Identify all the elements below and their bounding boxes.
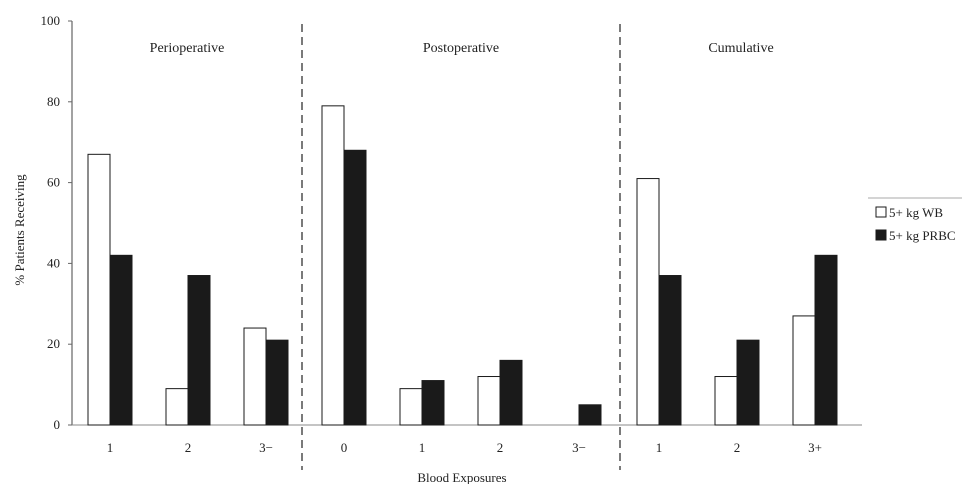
panel-separators <box>301 24 621 470</box>
y-tick-label: 80 <box>47 94 60 109</box>
x-category-label: 3− <box>572 440 586 455</box>
bar-wb <box>399 388 423 426</box>
bar-wb <box>165 388 189 426</box>
legend-label: 5+ kg WB <box>889 205 943 220</box>
bar-wb <box>792 315 816 426</box>
bar-prbc <box>736 339 760 426</box>
bar-wb <box>243 327 267 426</box>
bar-prbc <box>421 380 445 426</box>
x-category-label: 1 <box>656 440 663 455</box>
x-category-label: 2 <box>497 440 504 455</box>
x-category-label: 1 <box>107 440 114 455</box>
bar-prbc <box>814 254 838 426</box>
x-category-label: 2 <box>734 440 741 455</box>
bar-wb <box>321 105 345 426</box>
y-tick-label: 20 <box>47 336 60 351</box>
bar-prbc <box>265 339 289 426</box>
bar-prbc <box>658 275 682 426</box>
y-axis-label: % Patients Receiving <box>12 174 27 286</box>
panel-title: Cumulative <box>708 41 773 56</box>
bars <box>87 105 838 426</box>
x-category-label: 1 <box>419 440 426 455</box>
x-categories: 1 2 3− 0 1 2 3− 1 2 3+ <box>107 440 822 455</box>
bar-prbc <box>109 254 133 426</box>
y-tick-label: 0 <box>54 417 61 432</box>
x-category-label: 2 <box>185 440 192 455</box>
bar-prbc <box>343 149 367 426</box>
legend-swatch <box>875 206 887 218</box>
bar-wb <box>477 376 501 426</box>
x-category-label: 3+ <box>808 440 822 455</box>
x-axis-label: Blood Exposures <box>417 470 506 484</box>
bar-wb <box>714 376 738 426</box>
y-tick-label: 100 <box>41 13 61 28</box>
bar-prbc <box>499 359 523 426</box>
legend-label: 5+ kg PRBC <box>889 228 956 243</box>
bar-wb <box>87 153 111 426</box>
x-category-label: 3− <box>259 440 273 455</box>
bar-prbc <box>187 275 211 426</box>
bar-prbc <box>578 404 602 426</box>
x-category-label: 0 <box>341 440 348 455</box>
y-tick-label: 40 <box>47 255 60 270</box>
y-ticks: 0 20 40 60 80 100 <box>41 13 72 432</box>
legend: 5+ kg WB 5+ kg PRBC <box>868 197 962 243</box>
y-tick-label: 60 <box>47 175 60 190</box>
panel-titles: Perioperative Postoperative Cumulative <box>150 41 774 56</box>
legend-swatch <box>875 229 887 241</box>
panel-title: Postoperative <box>423 41 499 56</box>
panel-title: Perioperative <box>150 41 225 56</box>
bar-wb <box>636 178 660 426</box>
